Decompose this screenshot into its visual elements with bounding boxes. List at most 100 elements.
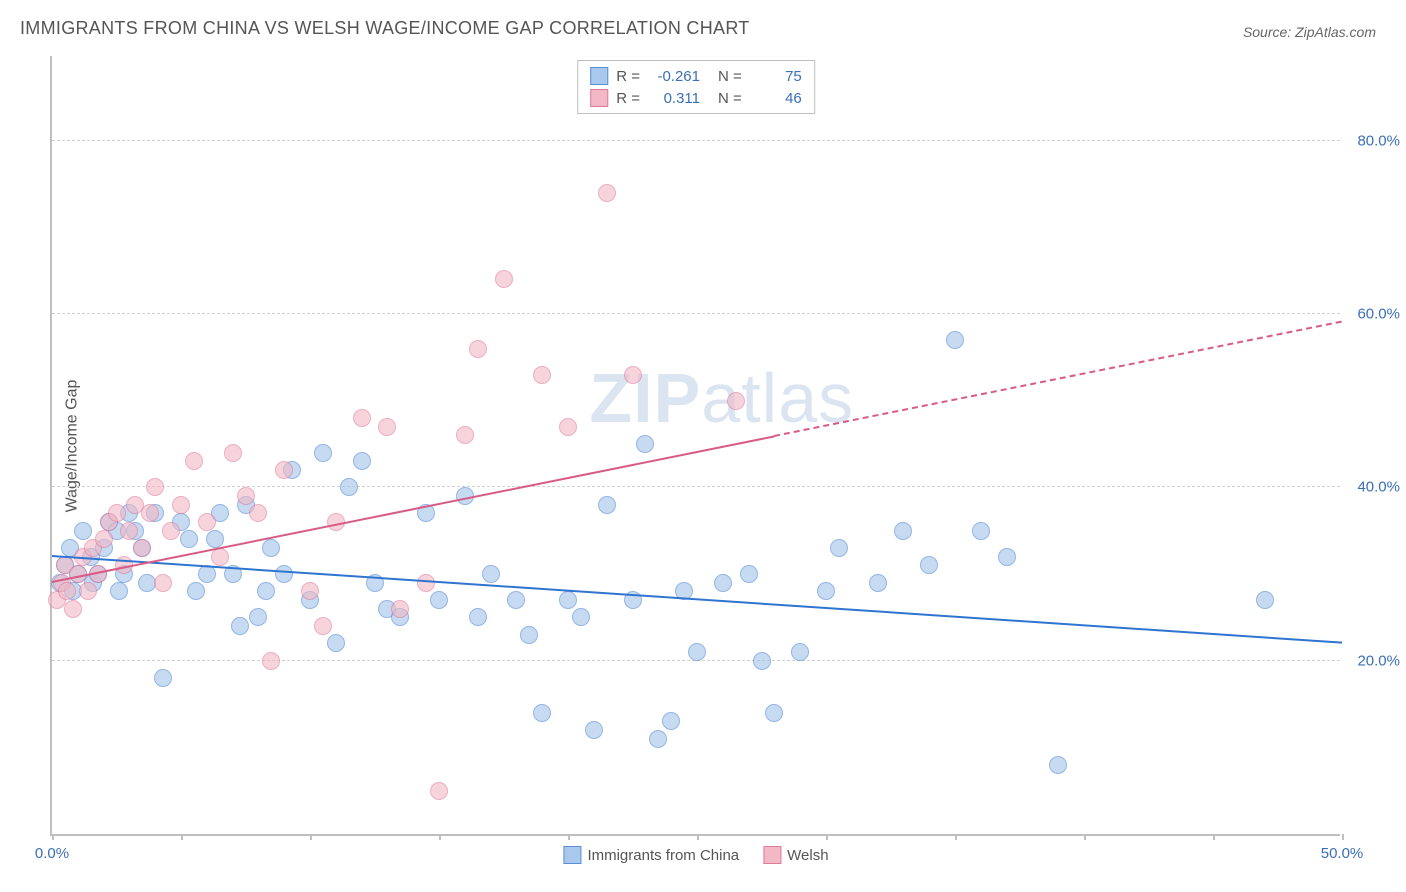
data-point-welsh <box>172 496 190 514</box>
data-point-china <box>972 522 990 540</box>
legend-swatch <box>563 846 581 864</box>
data-point-welsh <box>559 418 577 436</box>
x-tick-label: 0.0% <box>35 845 69 862</box>
data-point-china <box>482 565 500 583</box>
data-point-china <box>327 634 345 652</box>
legend-swatch <box>763 846 781 864</box>
data-point-welsh <box>64 600 82 618</box>
data-point-china <box>817 582 835 600</box>
data-point-china <box>598 496 616 514</box>
data-point-china <box>791 643 809 661</box>
data-point-welsh <box>133 539 151 557</box>
data-point-welsh <box>430 782 448 800</box>
data-point-welsh <box>353 409 371 427</box>
stats-r-label: R = <box>616 90 640 107</box>
data-point-china <box>154 669 172 687</box>
data-point-china <box>110 582 128 600</box>
legend-item: Welsh <box>763 846 828 864</box>
data-point-welsh <box>598 184 616 202</box>
x-tick <box>1213 834 1215 840</box>
data-point-china <box>636 435 654 453</box>
chart-title: IMMIGRANTS FROM CHINA VS WELSH WAGE/INCO… <box>20 18 750 39</box>
data-point-china <box>520 626 538 644</box>
data-point-china <box>572 608 590 626</box>
data-point-welsh <box>469 340 487 358</box>
data-point-welsh <box>120 522 138 540</box>
legend-swatch <box>590 89 608 107</box>
gridline <box>52 140 1340 141</box>
y-tick-label: 20.0% <box>1345 652 1400 669</box>
data-point-welsh <box>249 504 267 522</box>
trend-line-welsh <box>774 321 1342 437</box>
stats-r-value: 0.311 <box>648 90 700 107</box>
stats-n-value: 75 <box>750 68 802 85</box>
x-tick <box>1342 834 1344 840</box>
x-tick <box>697 834 699 840</box>
data-point-welsh <box>162 522 180 540</box>
correlation-stats-box: R =-0.261N =75R =0.311N =46 <box>577 60 815 114</box>
data-point-welsh <box>262 652 280 670</box>
data-point-welsh <box>95 530 113 548</box>
gridline <box>52 313 1340 314</box>
legend: Immigrants from ChinaWelsh <box>563 846 828 864</box>
data-point-china <box>340 478 358 496</box>
data-point-welsh <box>301 582 319 600</box>
data-point-china <box>1256 591 1274 609</box>
data-point-china <box>920 556 938 574</box>
data-point-welsh <box>141 504 159 522</box>
data-point-china <box>946 331 964 349</box>
data-point-china <box>740 565 758 583</box>
data-point-china <box>559 591 577 609</box>
data-point-china <box>180 530 198 548</box>
data-point-welsh <box>58 582 76 600</box>
data-point-china <box>753 652 771 670</box>
stats-r-label: R = <box>616 68 640 85</box>
stats-n-value: 46 <box>750 90 802 107</box>
data-point-china <box>74 522 92 540</box>
source-label: Source: ZipAtlas.com <box>1243 24 1376 40</box>
data-point-china <box>231 617 249 635</box>
x-tick <box>181 834 183 840</box>
data-point-china <box>275 565 293 583</box>
stats-n-label: N = <box>718 90 742 107</box>
data-point-china <box>262 539 280 557</box>
stats-n-label: N = <box>718 68 742 85</box>
data-point-welsh <box>727 392 745 410</box>
data-point-welsh <box>456 426 474 444</box>
y-tick-label: 80.0% <box>1345 132 1400 149</box>
data-point-china <box>507 591 525 609</box>
data-point-welsh <box>378 418 396 436</box>
data-point-china <box>998 548 1016 566</box>
legend-swatch <box>590 67 608 85</box>
data-point-welsh <box>417 574 435 592</box>
data-point-china <box>430 591 448 609</box>
data-point-welsh <box>314 617 332 635</box>
data-point-welsh <box>275 461 293 479</box>
data-point-china <box>469 608 487 626</box>
x-tick-label: 50.0% <box>1321 845 1364 862</box>
data-point-china <box>894 522 912 540</box>
data-point-china <box>585 721 603 739</box>
data-point-china <box>314 444 332 462</box>
data-point-welsh <box>224 444 242 462</box>
data-point-welsh <box>185 452 203 470</box>
x-tick <box>52 834 54 840</box>
data-point-china <box>830 539 848 557</box>
stats-row: R =-0.261N =75 <box>590 65 802 87</box>
data-point-welsh <box>237 487 255 505</box>
scatter-plot: ZIPatlas R =-0.261N =75R =0.311N =46 Imm… <box>50 56 1340 836</box>
data-point-welsh <box>146 478 164 496</box>
data-point-china <box>187 582 205 600</box>
data-point-china <box>353 452 371 470</box>
data-point-welsh <box>533 366 551 384</box>
data-point-welsh <box>154 574 172 592</box>
data-point-china <box>257 582 275 600</box>
y-tick-label: 60.0% <box>1345 306 1400 323</box>
data-point-welsh <box>391 600 409 618</box>
data-point-china <box>1049 756 1067 774</box>
legend-label: Welsh <box>787 847 828 864</box>
x-tick <box>955 834 957 840</box>
stats-row: R = 0.311 N = 46 <box>590 87 802 109</box>
data-point-china <box>533 704 551 722</box>
data-point-welsh <box>108 504 126 522</box>
